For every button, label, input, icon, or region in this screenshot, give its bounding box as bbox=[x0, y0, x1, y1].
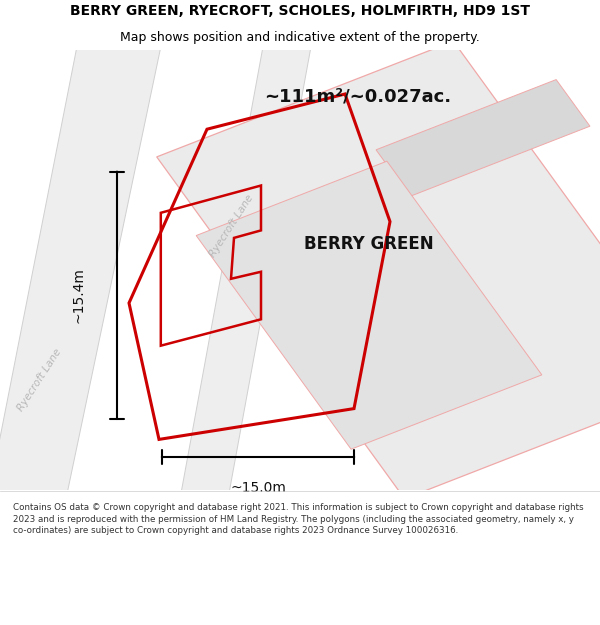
Text: ~15.0m: ~15.0m bbox=[230, 481, 286, 495]
Text: Contains OS data © Crown copyright and database right 2021. This information is : Contains OS data © Crown copyright and d… bbox=[13, 504, 584, 535]
Polygon shape bbox=[157, 41, 600, 499]
Text: BERRY GREEN, RYECROFT, SCHOLES, HOLMFIRTH, HD9 1ST: BERRY GREEN, RYECROFT, SCHOLES, HOLMFIRT… bbox=[70, 4, 530, 18]
Polygon shape bbox=[196, 161, 542, 449]
Text: Ryecroft Lane: Ryecroft Lane bbox=[15, 347, 63, 413]
Text: BERRY GREEN: BERRY GREEN bbox=[304, 234, 434, 253]
Text: ~111m²/~0.027ac.: ~111m²/~0.027ac. bbox=[264, 88, 451, 105]
Polygon shape bbox=[180, 41, 312, 499]
Text: Ryecroft Lane: Ryecroft Lane bbox=[207, 193, 255, 259]
Text: Map shows position and indicative extent of the property.: Map shows position and indicative extent… bbox=[120, 31, 480, 44]
Polygon shape bbox=[0, 41, 162, 499]
Polygon shape bbox=[376, 79, 590, 196]
Text: ~15.4m: ~15.4m bbox=[71, 268, 85, 323]
